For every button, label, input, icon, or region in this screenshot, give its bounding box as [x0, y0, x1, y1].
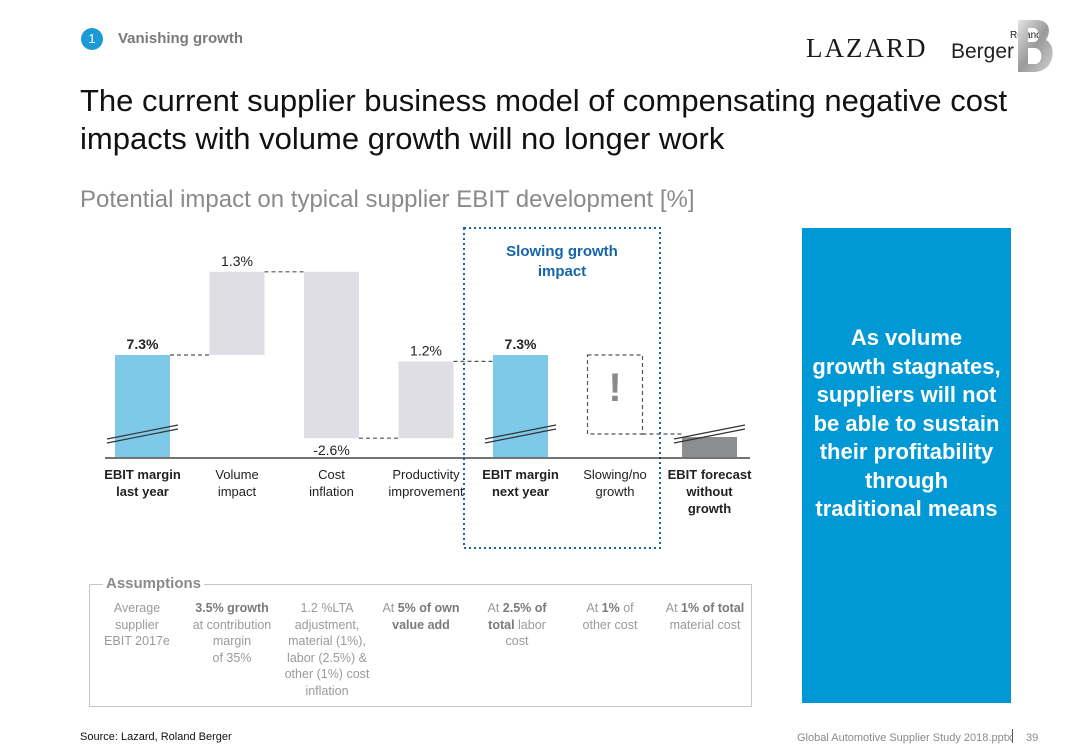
source-note: Source: Lazard, Roland Berger: [80, 731, 232, 743]
roland-berger-logo-berger: Berger: [951, 40, 1015, 63]
unknown-impact-box: [586, 354, 644, 435]
value-label-4: 7.3%: [505, 336, 537, 352]
assumption-2: 1.2 %LTA adjustment, material (1%), labor (…: [284, 601, 370, 698]
roland-berger-b-logo-icon: [1018, 20, 1053, 72]
axis-break-b-4: [484, 428, 557, 444]
waterfall-chart: Slowing growth impact 7.3% 1.3% -2.6% 1.2% 7.3…: [104, 227, 752, 549]
chart-subtitle: Potential impact on typical supplier EBI…: [80, 186, 695, 213]
category-label-6: growth: [688, 501, 731, 516]
value-label-3: 1.2%: [410, 342, 442, 358]
value-label-2: -2.6%: [313, 442, 350, 458]
category-label-2: Cost: [318, 467, 345, 482]
bar-4: [493, 355, 548, 457]
category-label-1: impact: [218, 484, 257, 499]
side-panel-text: As volume growth stagnates, suppliers wi…: [812, 325, 1001, 521]
category-label-0: EBIT margin: [104, 467, 181, 482]
category-label-4: EBIT margin: [482, 467, 559, 482]
value-label-0: 7.3%: [127, 336, 159, 352]
assumptions-box: [89, 584, 752, 707]
assumption-3: At 5% of own value add: [382, 601, 460, 632]
value-label-1: 1.3%: [221, 253, 253, 269]
assumption-0: Average supplier EBIT 2017e: [104, 601, 170, 648]
bar-2: [304, 271, 359, 439]
axis-break-b-6: [673, 428, 746, 444]
axis-break-6: [673, 424, 746, 440]
value-label-5: !: [608, 366, 621, 410]
assumptions-title: Assumptions: [103, 575, 205, 592]
highlight-group-label: Slowing growth: [506, 243, 618, 260]
category-label-5: growth: [595, 484, 634, 499]
assumption-4: At 2.5% of total labor cost: [487, 601, 547, 648]
lazard-logo: LAZARD: [806, 33, 928, 63]
category-label-0: last year: [116, 484, 169, 499]
footer-filename: Global Automotive Supplier Study 2018.pp…: [797, 732, 1013, 744]
page-number: 39: [1026, 732, 1039, 744]
bar-1: [209, 271, 265, 355]
category-label-1: Volume: [215, 467, 258, 482]
category-label-3: Productivity: [392, 467, 460, 482]
category-label-5: Slowing/no: [583, 467, 647, 482]
category-label-6: EBIT forecast: [668, 467, 752, 482]
bar-3: [398, 361, 454, 439]
headline: The current supplier business model of c…: [80, 83, 1008, 156]
assumption-6: At 1% of total material cost: [665, 601, 745, 632]
category-label-4: next year: [492, 484, 549, 499]
bar-6: [682, 437, 737, 457]
footer-separator: [1012, 729, 1013, 743]
highlight-group-label-2: impact: [538, 263, 586, 280]
category-label-6: without: [685, 484, 733, 499]
section-title: Vanishing growth: [118, 30, 244, 47]
axis-break-b-0: [106, 428, 179, 444]
category-label-2: inflation: [309, 484, 354, 499]
axis-break-0: [106, 424, 179, 440]
highlight-group-box: [463, 227, 661, 549]
axis-break-4: [484, 424, 557, 440]
section-number-badge: 1: [81, 28, 103, 50]
bar-0: [115, 355, 170, 457]
assumption-5: At 1% of other cost: [582, 601, 638, 632]
side-panel: [802, 228, 1011, 703]
category-label-3: improvement: [388, 484, 464, 499]
assumption-1: 3.5% growth at contribution margin of 35%: [192, 601, 272, 665]
